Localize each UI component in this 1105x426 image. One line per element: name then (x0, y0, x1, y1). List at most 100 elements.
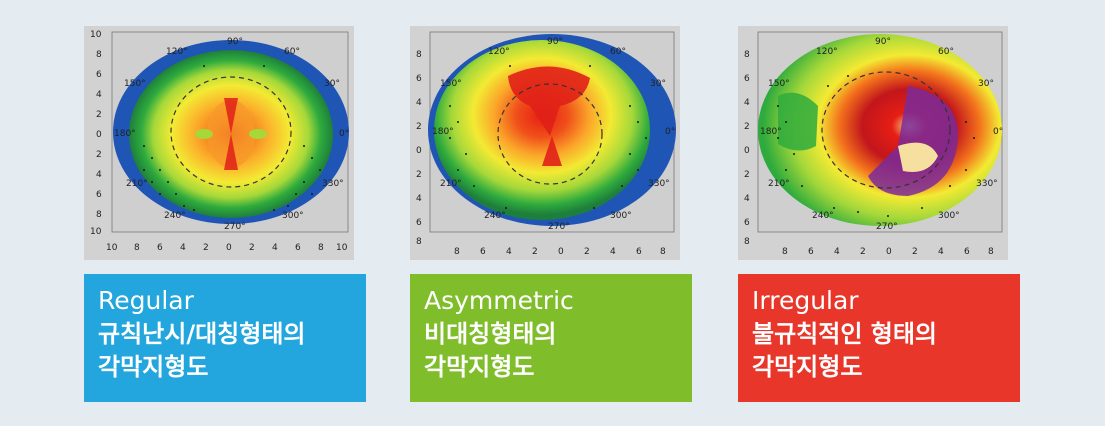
y-tick: 4 (416, 98, 422, 108)
deg-label-180: 180° (114, 129, 136, 139)
regular-caption-line1: 규칙난시/대칭형태의 (98, 320, 306, 348)
deg-label-330: 330° (976, 179, 998, 189)
y-tick: 2 (416, 170, 422, 180)
deg-label-120: 120° (488, 47, 510, 57)
deg-label-180: 180° (432, 127, 454, 137)
y-tick: 8 (416, 50, 422, 60)
deg-label-60: 60° (610, 47, 626, 57)
regular-caption-box: Regular 규칙난시/대칭형태의 각막지형도 (84, 274, 366, 402)
asymmetric-caption-line2: 각막지형도 (424, 353, 535, 381)
x-tick: 0 (558, 247, 564, 257)
deg-label-0: 0° (339, 129, 349, 139)
y-tick: 2 (416, 122, 422, 132)
regular-pupil-circle (170, 76, 292, 188)
deg-label-180: 180° (760, 127, 782, 137)
x-tick: 4 (610, 247, 616, 257)
deg-label-330: 330° (648, 179, 670, 189)
deg-label-240: 240° (812, 211, 834, 221)
y-tick: 2 (744, 170, 750, 180)
x-tick: 4 (938, 247, 944, 257)
y-tick: 6 (96, 70, 102, 80)
deg-label-0: 0° (993, 127, 1003, 137)
deg-label-240: 240° (164, 211, 186, 221)
irregular-pupil-circle (821, 71, 951, 189)
y-tick: 4 (96, 170, 102, 180)
deg-label-90: 90° (875, 37, 891, 47)
x-tick: 8 (454, 247, 460, 257)
x-tick: 2 (249, 243, 255, 253)
y-tick: 6 (744, 218, 750, 228)
x-tick: 8 (660, 247, 666, 257)
y-tick: 4 (744, 98, 750, 108)
y-tick: 6 (96, 190, 102, 200)
asymmetric-caption-title: Asymmetric (424, 286, 574, 315)
asymmetric-pupil-circle (497, 83, 603, 185)
y-tick: 8 (744, 237, 750, 247)
y-tick: 8 (416, 237, 422, 247)
x-tick: 2 (532, 247, 538, 257)
asymmetric-map-svg: 90° 60° 30° 0° 330° 300° 270° 240° 210° … (416, 31, 676, 257)
y-tick: 0 (416, 146, 422, 156)
y-tick: 6 (744, 74, 750, 84)
y-tick: 4 (416, 194, 422, 204)
x-tick: 8 (988, 247, 994, 257)
x-tick: 6 (295, 243, 301, 253)
y-tick: 2 (744, 122, 750, 132)
asymmetric-caption-line1: 비대칭형태의 (424, 320, 557, 348)
y-tick: 8 (96, 210, 102, 220)
deg-label-210: 210° (768, 179, 790, 189)
deg-label-270: 270° (224, 222, 246, 232)
x-tick: 6 (964, 247, 970, 257)
asymmetric-heat-zone (434, 40, 650, 220)
deg-label-210: 210° (440, 179, 462, 189)
deg-label-270: 270° (548, 222, 570, 232)
x-tick: 4 (506, 247, 512, 257)
regular-caption-line2: 각막지형도 (98, 353, 209, 381)
x-tick: 8 (318, 243, 324, 253)
x-tick: 8 (782, 247, 788, 257)
regular-map-svg: 90° 60° 30° 0° 330° 300° 270° 240° 210° … (90, 30, 349, 253)
deg-label-0: 0° (665, 127, 675, 137)
deg-label-60: 60° (938, 47, 954, 57)
deg-label-30: 30° (978, 79, 994, 89)
y-tick: 0 (744, 146, 750, 156)
deg-label-90: 90° (547, 37, 563, 47)
y-tick: 8 (744, 50, 750, 60)
deg-label-300: 300° (282, 211, 304, 221)
asymmetric-topography-map: 90° 60° 30° 0° 330° 300° 270° 240° 210° … (410, 26, 680, 260)
x-tick: 6 (808, 247, 814, 257)
x-tick: 2 (584, 247, 590, 257)
irregular-caption-line2: 각막지형도 (752, 353, 863, 381)
x-tick: 10 (336, 243, 348, 253)
deg-label-120: 120° (816, 47, 838, 57)
x-tick: 4 (272, 243, 278, 253)
deg-label-210: 210° (126, 179, 148, 189)
deg-label-300: 300° (610, 211, 632, 221)
deg-label-90: 90° (227, 37, 243, 47)
deg-label-270: 270° (876, 222, 898, 232)
x-tick: 2 (860, 247, 866, 257)
x-tick: 2 (203, 243, 209, 253)
x-tick: 6 (480, 247, 486, 257)
deg-label-150: 150° (768, 79, 790, 89)
x-tick: 8 (134, 243, 140, 253)
irregular-map-svg: 90° 60° 30° 0° 330° 300° 270° 240° 210° … (744, 31, 1003, 257)
y-tick: 0 (96, 130, 102, 140)
y-tick: 2 (96, 110, 102, 120)
x-tick: 4 (834, 247, 840, 257)
irregular-topography-map: 90° 60° 30° 0° 330° 300° 270° 240° 210° … (738, 26, 1008, 260)
deg-label-330: 330° (322, 179, 344, 189)
deg-label-150: 150° (124, 79, 146, 89)
regular-caption-title: Regular (98, 286, 194, 315)
y-tick: 2 (96, 150, 102, 160)
y-tick: 4 (744, 194, 750, 204)
deg-label-300: 300° (938, 211, 960, 221)
x-tick: 6 (636, 247, 642, 257)
x-tick: 4 (180, 243, 186, 253)
deg-label-120: 120° (166, 47, 188, 57)
asymmetric-caption-box: Asymmetric 비대칭형태의 각막지형도 (410, 274, 692, 402)
y-tick: 10 (90, 227, 102, 237)
irregular-caption-line1: 불규칙적인 형태의 (752, 320, 937, 348)
deg-label-240: 240° (484, 211, 506, 221)
